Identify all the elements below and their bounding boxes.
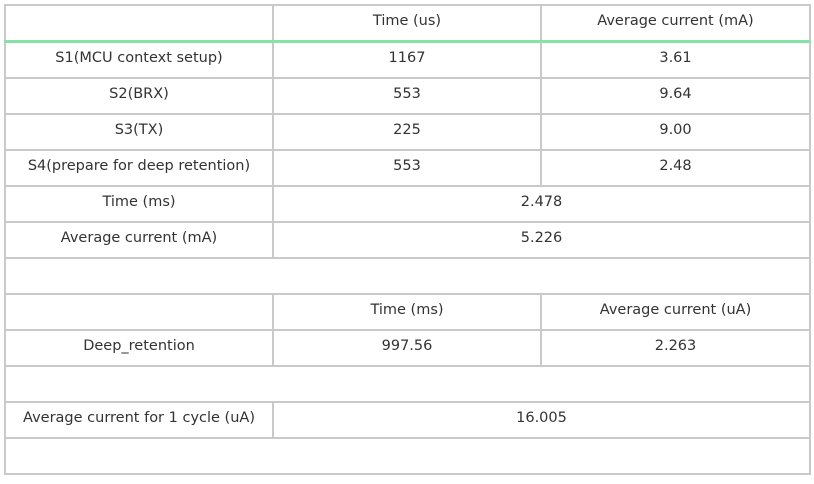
- stage-time: 225: [272, 113, 542, 151]
- header-time-ms: Time (ms): [272, 293, 542, 331]
- stage-time: 553: [272, 149, 542, 187]
- stage-name: S2(BRX): [4, 77, 274, 115]
- cycle-average-label: Average current for 1 cycle (uA): [4, 401, 274, 439]
- stage-current: 9.64: [540, 77, 811, 115]
- stage-current: 2.48: [540, 149, 811, 187]
- cycle-average-value: 16.005: [272, 401, 811, 439]
- stage-current: 9.00: [540, 113, 811, 151]
- spacer-row: [4, 257, 811, 295]
- spacer-row: [4, 437, 811, 475]
- total-current-value: 5.226: [272, 221, 811, 259]
- table-row: S3(TX) 225 9.00: [4, 113, 811, 151]
- total-time-value: 2.478: [272, 185, 811, 223]
- stage-name: S4(prepare for deep retention): [4, 149, 274, 187]
- spacer-cell: [4, 365, 811, 403]
- table-header-row: Time (us) Average current (mA): [4, 4, 811, 43]
- header-average-current-ma: Average current (mA): [540, 4, 811, 43]
- cycle-average-row: Average current for 1 cycle (uA) 16.005: [4, 401, 811, 439]
- spacer-row: [4, 365, 811, 403]
- header-time-us: Time (us): [272, 4, 542, 43]
- total-time-label: Time (ms): [4, 185, 274, 223]
- retention-header-row: Time (ms) Average current (uA): [4, 293, 811, 331]
- spacer-cell: [4, 437, 811, 475]
- header-average-current-ua: Average current (uA): [540, 293, 811, 331]
- stage-name: S3(TX): [4, 113, 274, 151]
- stage-time: 553: [272, 77, 542, 115]
- retention-current: 2.263: [540, 329, 811, 367]
- total-time-row: Time (ms) 2.478: [4, 185, 811, 223]
- retention-header-corner: [4, 293, 274, 331]
- retention-time: 997.56: [272, 329, 542, 367]
- header-corner-cell: [4, 4, 274, 43]
- stage-time: 1167: [272, 40, 542, 79]
- retention-row: Deep_retention 997.56 2.263: [4, 329, 811, 367]
- table-row: S2(BRX) 553 9.64: [4, 77, 811, 115]
- total-current-label: Average current (mA): [4, 221, 274, 259]
- current-consumption-table: Time (us) Average current (mA) S1(MCU co…: [4, 4, 811, 475]
- stage-name: S1(MCU context setup): [4, 40, 274, 79]
- spacer-cell: [4, 257, 811, 295]
- retention-name: Deep_retention: [4, 329, 274, 367]
- stage-current: 3.61: [540, 40, 811, 79]
- table-row: S1(MCU context setup) 1167 3.61: [4, 40, 811, 79]
- table-row: S4(prepare for deep retention) 553 2.48: [4, 149, 811, 187]
- total-current-row: Average current (mA) 5.226: [4, 221, 811, 259]
